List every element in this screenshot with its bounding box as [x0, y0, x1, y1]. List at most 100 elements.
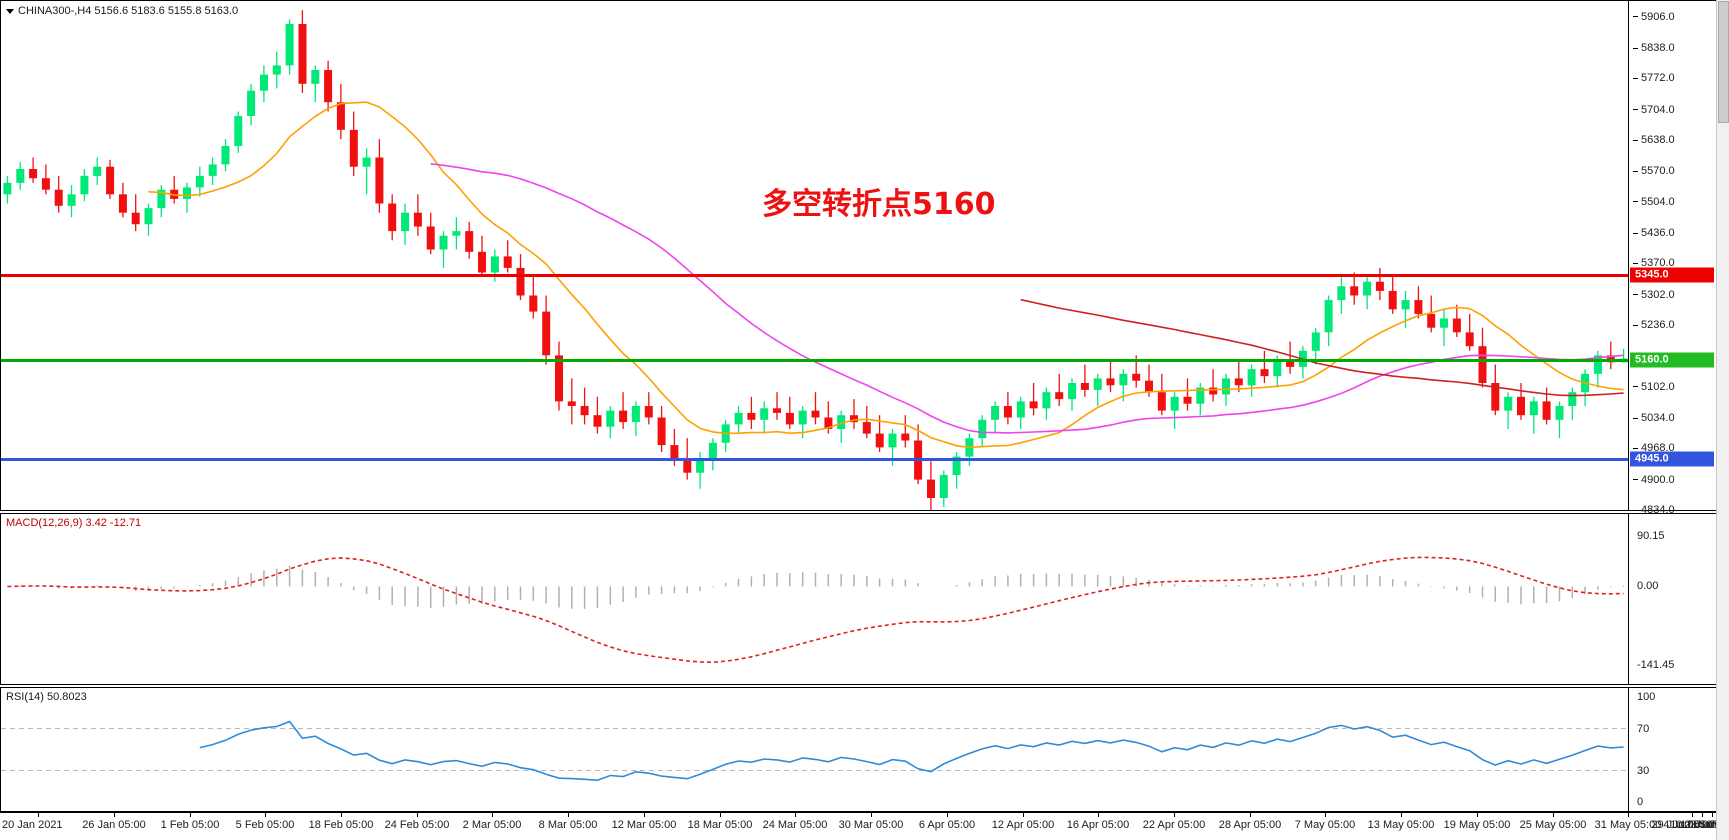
time-axis-label: 2 Mar 05:00 — [462, 819, 522, 831]
time-axis-tick — [568, 813, 569, 817]
time-axis-label: 4 Jun 05:00 — [1663, 819, 1721, 831]
time-axis-tick — [720, 813, 721, 817]
rsi-axis[interactable]: 100 70 30 0 — [1628, 688, 1716, 811]
price-legend-text: CHINA300-,H4 5156.6 5183.6 5155.8 5163.0 — [18, 5, 239, 17]
time-axis-tick — [1712, 813, 1713, 817]
price-axis-tick: 5838.0 — [1633, 42, 1675, 54]
time-axis-label: 24 Mar 05:00 — [762, 819, 828, 831]
rsi-axis-tick: 100 — [1637, 691, 1656, 703]
price-axis-tick: 4900.0 — [1633, 474, 1675, 486]
rsi-panel-legend: RSI(14) 50.8023 — [6, 691, 87, 703]
macd-axis-tick: -141.45 — [1637, 659, 1675, 672]
macd-panel[interactable]: MACD(12,26,9) 3.42 -12.71 90.15 0.00 -141.… — [0, 513, 1717, 685]
time-axis-tick — [492, 813, 493, 817]
price-axis-tick: 5570.0 — [1633, 165, 1675, 177]
chart-annotation-text: 多空转折点5160 — [762, 187, 996, 222]
rsi-axis-tick: 70 — [1637, 722, 1650, 735]
price-axis-tick: 5370.0 — [1633, 257, 1675, 269]
time-axis-tick — [38, 813, 39, 817]
price-axis[interactable]: 5906.0 5838.0 5772.0 5704.0 5638.0 5570.0 5504… — [1628, 1, 1716, 516]
time-axis-label: 31 May 05:00 — [1594, 819, 1662, 831]
time-axis-tick — [1325, 813, 1326, 817]
time-axis-label: 6 Apr 05:00 — [918, 819, 976, 831]
macd-axis-tick: 0.00 — [1637, 580, 1659, 593]
time-axis-label: 25 May 05:00 — [1519, 819, 1587, 831]
time-axis-tick — [1692, 813, 1693, 817]
macd-series — [7, 556, 1625, 664]
time-axis-label: 22 Apr 05:00 — [1142, 819, 1206, 831]
price-axis-tick: 5906.0 — [1633, 11, 1675, 23]
candlestick-series — [3, 10, 1628, 510]
time-axis-tick — [1174, 813, 1175, 817]
price-axis-tick: 5302.0 — [1633, 289, 1675, 301]
time-axis[interactable]: 20 Jan 2021 26 Jan 05:00 1 Feb 05:00 5 Feb … — [0, 812, 1729, 840]
time-axis-tick — [947, 813, 948, 817]
time-axis-tick — [265, 813, 266, 817]
price-chart-panel[interactable]: 多空转折点5160 CHINA300-,H4 5156.6 5183.6 515… — [0, 0, 1717, 516]
price-axis-tick: 5504.0 — [1633, 196, 1675, 208]
price-axis-tick: 5638.0 — [1633, 134, 1675, 146]
rsi-plot-area[interactable] — [1, 688, 1628, 811]
scrollbar-thumb[interactable] — [1718, 1, 1729, 123]
time-axis-label: 7 May 05:00 — [1294, 819, 1356, 831]
rsi-series — [1, 720, 1628, 782]
time-axis-tick — [417, 813, 418, 817]
price-level-badge-pivot[interactable]: 5160.0 — [1630, 352, 1714, 368]
time-axis-label: 29 Jun 05:00 — [1651, 819, 1715, 831]
price-axis-tick: 5704.0 — [1633, 104, 1675, 116]
time-axis-tick — [1702, 813, 1703, 817]
price-axis-tick: 4968.0 — [1633, 442, 1675, 454]
price-plot-area[interactable]: 多空转折点5160 — [1, 1, 1628, 510]
time-axis-tick — [1553, 813, 1554, 817]
price-axis-tick: 5772.0 — [1633, 72, 1675, 84]
rsi-axis-tick: 0 — [1637, 796, 1644, 808]
support-level-line[interactable] — [1, 457, 1628, 461]
pivot-level-line[interactable] — [1, 358, 1628, 362]
price-axis-tick: 5436.0 — [1633, 227, 1675, 239]
time-axis-label: 18 Mar 05:00 — [687, 819, 753, 831]
time-axis-tick — [114, 813, 115, 817]
time-axis-label: 5 Feb 05:00 — [235, 819, 295, 831]
macd-axis[interactable]: 90.15 0.00 -141.45 — [1628, 514, 1716, 684]
time-axis-label: 10 Jun 05:00 — [1670, 819, 1729, 831]
time-axis-tick — [1023, 813, 1024, 817]
price-axis-tick: 5236.0 — [1633, 319, 1675, 331]
price-axis-tick: 5034.0 — [1633, 412, 1675, 424]
rsi-axis-tick: 30 — [1637, 764, 1650, 777]
time-axis-label: 18 Feb 05:00 — [308, 819, 374, 831]
time-axis-label: 26 Jan 05:00 — [82, 819, 146, 831]
time-axis-label: 24 Feb 05:00 — [384, 819, 450, 831]
macd-axis-tick: 90.15 — [1637, 530, 1665, 543]
time-axis-label: 19 May 05:00 — [1443, 819, 1511, 831]
time-axis-label: 12 Mar 05:00 — [611, 819, 677, 831]
vertical-scrollbar[interactable] — [1716, 0, 1729, 840]
time-axis-tick — [190, 813, 191, 817]
collapse-triangle-icon[interactable] — [6, 8, 14, 14]
rsi-panel[interactable]: RSI(14) 50.8023 100 70 30 0 — [0, 687, 1717, 812]
macd-plot-area[interactable] — [1, 514, 1628, 684]
time-axis-tick — [1401, 813, 1402, 817]
time-axis-label: 28 Apr 05:00 — [1218, 819, 1282, 831]
time-axis-tick — [1098, 813, 1099, 817]
price-level-badge-resistance[interactable]: 5345.0 — [1630, 267, 1714, 283]
time-axis-label: 13 May 05:00 — [1367, 819, 1435, 831]
price-level-badge-support[interactable]: 4945.0 — [1630, 451, 1714, 467]
macd-panel-legend: MACD(12,26,9) 3.42 -12.71 — [6, 517, 142, 529]
time-axis-tick — [1477, 813, 1478, 817]
time-axis-label: 16 Apr 05:00 — [1066, 819, 1130, 831]
time-axis-label: 8 Mar 05:00 — [538, 819, 598, 831]
time-axis-tick — [341, 813, 342, 817]
time-axis-tick — [644, 813, 645, 817]
time-axis-label: 20 Jan 2021 — [2, 819, 63, 831]
time-axis-label: 30 Mar 05:00 — [838, 819, 904, 831]
time-axis-tick — [871, 813, 872, 817]
time-axis-tick — [1250, 813, 1251, 817]
resistance-level-line[interactable] — [1, 273, 1628, 277]
price-panel-legend: CHINA300-,H4 5156.6 5183.6 5155.8 5163.0 — [6, 5, 238, 17]
price-axis-tick: 5102.0 — [1633, 381, 1675, 393]
time-axis-tick — [1628, 813, 1629, 817]
time-axis-label: 1 Feb 05:00 — [160, 819, 220, 831]
time-axis-label: 12 Apr 05:00 — [991, 819, 1055, 831]
time-axis-tick — [795, 813, 796, 817]
